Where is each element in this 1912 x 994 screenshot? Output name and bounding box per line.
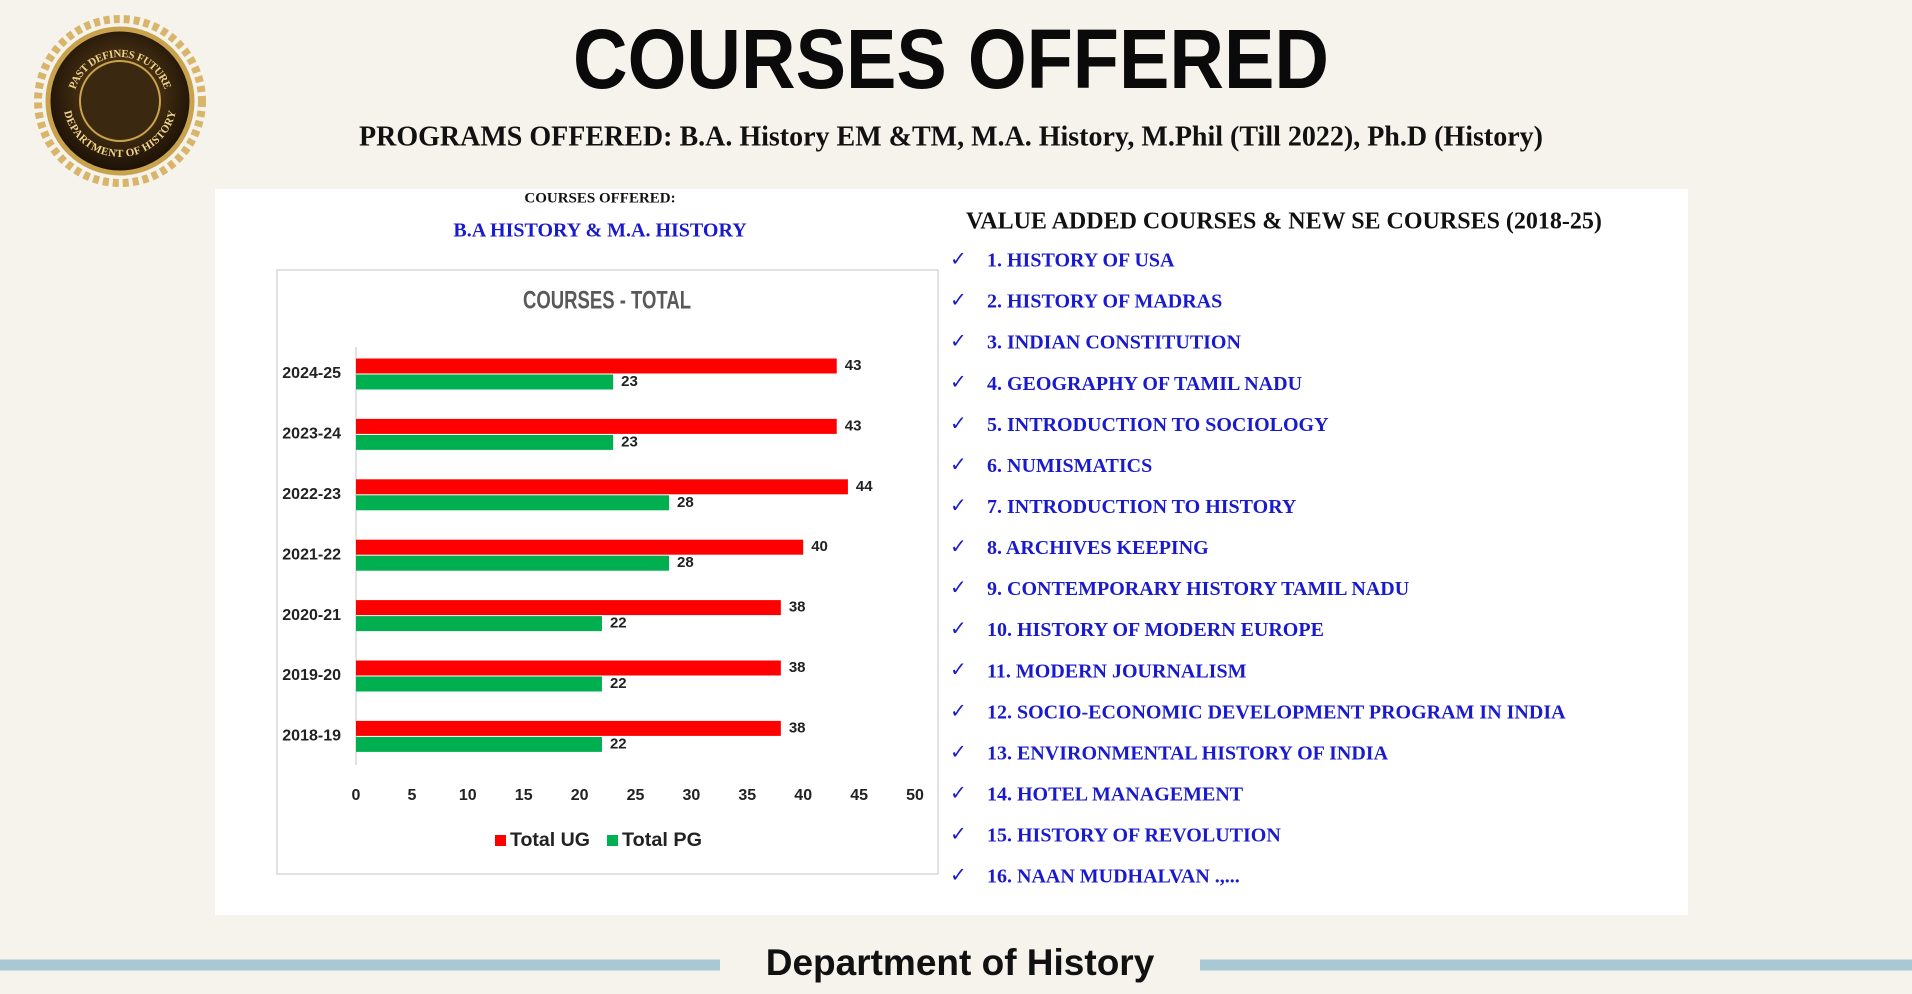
list-item: 1. HISTORY OF USA (987, 250, 1175, 272)
list-item: 8. ARCHIVES KEEPING (987, 537, 1209, 559)
x-tick-label: 15 (515, 787, 533, 804)
logo-laurel (34, 15, 206, 187)
data-label: 44 (856, 478, 873, 495)
list-item: 7. INTRODUCTION TO HISTORY (987, 496, 1297, 518)
logo-emblem (79, 60, 161, 142)
chart-title: COURSES - TOTAL (523, 287, 691, 315)
list-item: 4. GEOGRAPHY OF TAMIL NADU (987, 373, 1302, 395)
check-mark: ✓ (950, 411, 967, 435)
bar (356, 555, 670, 571)
y-tick-label: 2023-24 (282, 426, 341, 443)
y-tick-label: 2021-22 (282, 546, 341, 563)
legend-swatch (495, 835, 506, 846)
check-mark: ✓ (950, 370, 967, 394)
panel-caption: B.A HISTORY & M.A. HISTORY (453, 220, 747, 242)
list-item: 16. NAAN MUDHALVAN .,... (987, 866, 1240, 888)
bar (356, 539, 804, 555)
check-mark: ✓ (950, 739, 967, 763)
data-label: 22 (610, 615, 627, 632)
page-subtitle: PROGRAMS OFFERED: B.A. History EM &TM, M… (359, 121, 1543, 152)
data-label: 38 (789, 659, 806, 676)
bar (356, 374, 614, 390)
page-title: COURSES OFFERED (573, 12, 1329, 106)
list-heading: VALUE ADDED COURSES & NEW SE COURSES (20… (966, 209, 1602, 235)
x-tick-label: 10 (459, 787, 477, 804)
list-item: 10. HISTORY OF MODERN EUROPE (987, 619, 1324, 641)
data-label: 23 (621, 433, 638, 450)
data-label: 38 (789, 599, 806, 616)
list-item: 13. ENVIRONMENTAL HISTORY OF INDIA (987, 742, 1389, 764)
logo: PAST DEFINES FUTURE DEPARTMENT OF HISTOR… (34, 15, 206, 187)
check-mark: ✓ (950, 698, 967, 722)
data-label: 40 (811, 538, 828, 555)
bar (356, 736, 602, 752)
x-tick-label: 45 (850, 787, 868, 804)
data-label: 43 (845, 357, 862, 374)
bar (356, 676, 602, 692)
bar (356, 358, 837, 374)
check-mark: ✓ (950, 657, 967, 681)
check-mark: ✓ (950, 288, 967, 312)
data-label: 43 (845, 417, 862, 434)
x-tick-label: 50 (906, 787, 924, 804)
bar (356, 495, 670, 511)
y-tick-label: 2024-25 (282, 365, 341, 382)
list-item: 15. HISTORY OF REVOLUTION (987, 825, 1281, 847)
bar (356, 418, 837, 434)
bar (356, 616, 602, 632)
list-item: 2. HISTORY OF MADRAS (987, 291, 1222, 313)
y-tick-label: 2020-21 (282, 607, 341, 624)
x-tick-label: 20 (571, 787, 589, 804)
list-item: 12. SOCIO-ECONOMIC DEVELOPMENT PROGRAM I… (987, 701, 1566, 723)
check-mark: ✓ (950, 247, 967, 271)
data-label: 23 (621, 373, 638, 390)
data-label: 28 (677, 554, 694, 571)
check-mark: ✓ (950, 821, 967, 845)
footer-text: Department of History (766, 942, 1155, 983)
bar (356, 600, 781, 616)
data-label: 28 (677, 494, 694, 511)
check-mark: ✓ (950, 534, 967, 558)
list-item: 11. MODERN JOURNALISM (987, 660, 1247, 682)
data-label: 38 (789, 719, 806, 736)
list-item: 3. INDIAN CONSTITUTION (987, 332, 1241, 354)
bar (356, 720, 781, 736)
bar (356, 434, 614, 450)
y-tick-label: 2019-20 (282, 667, 341, 684)
data-label: 22 (610, 735, 627, 752)
check-mark: ✓ (950, 616, 967, 640)
legend-label: Total PG (622, 830, 702, 851)
list-item: 6. NUMISMATICS (987, 455, 1152, 477)
list-item: 5. INTRODUCTION TO SOCIOLOGY (987, 414, 1329, 436)
check-mark: ✓ (950, 329, 967, 353)
legend-label: Total UG (510, 830, 590, 851)
check-mark: ✓ (950, 493, 967, 517)
panel-label: COURSES OFFERED: (524, 190, 675, 206)
check-mark: ✓ (950, 452, 967, 476)
x-tick-label: 30 (683, 787, 701, 804)
data-label: 22 (610, 675, 627, 692)
list-item: 9. CONTEMPORARY HISTORY TAMIL NADU (987, 578, 1409, 600)
x-tick-label: 0 (352, 787, 361, 804)
x-tick-label: 5 (407, 787, 416, 804)
x-tick-label: 40 (794, 787, 812, 804)
legend-swatch (607, 835, 618, 846)
check-mark: ✓ (950, 575, 967, 599)
check-mark: ✓ (950, 863, 967, 887)
check-mark: ✓ (950, 780, 967, 804)
bar (356, 660, 781, 676)
y-tick-label: 2018-19 (282, 728, 341, 745)
x-tick-label: 25 (627, 787, 645, 804)
bar (356, 479, 848, 495)
x-tick-label: 35 (738, 787, 756, 804)
y-tick-label: 2022-23 (282, 486, 341, 503)
list-item: 14. HOTEL MANAGEMENT (987, 784, 1244, 806)
